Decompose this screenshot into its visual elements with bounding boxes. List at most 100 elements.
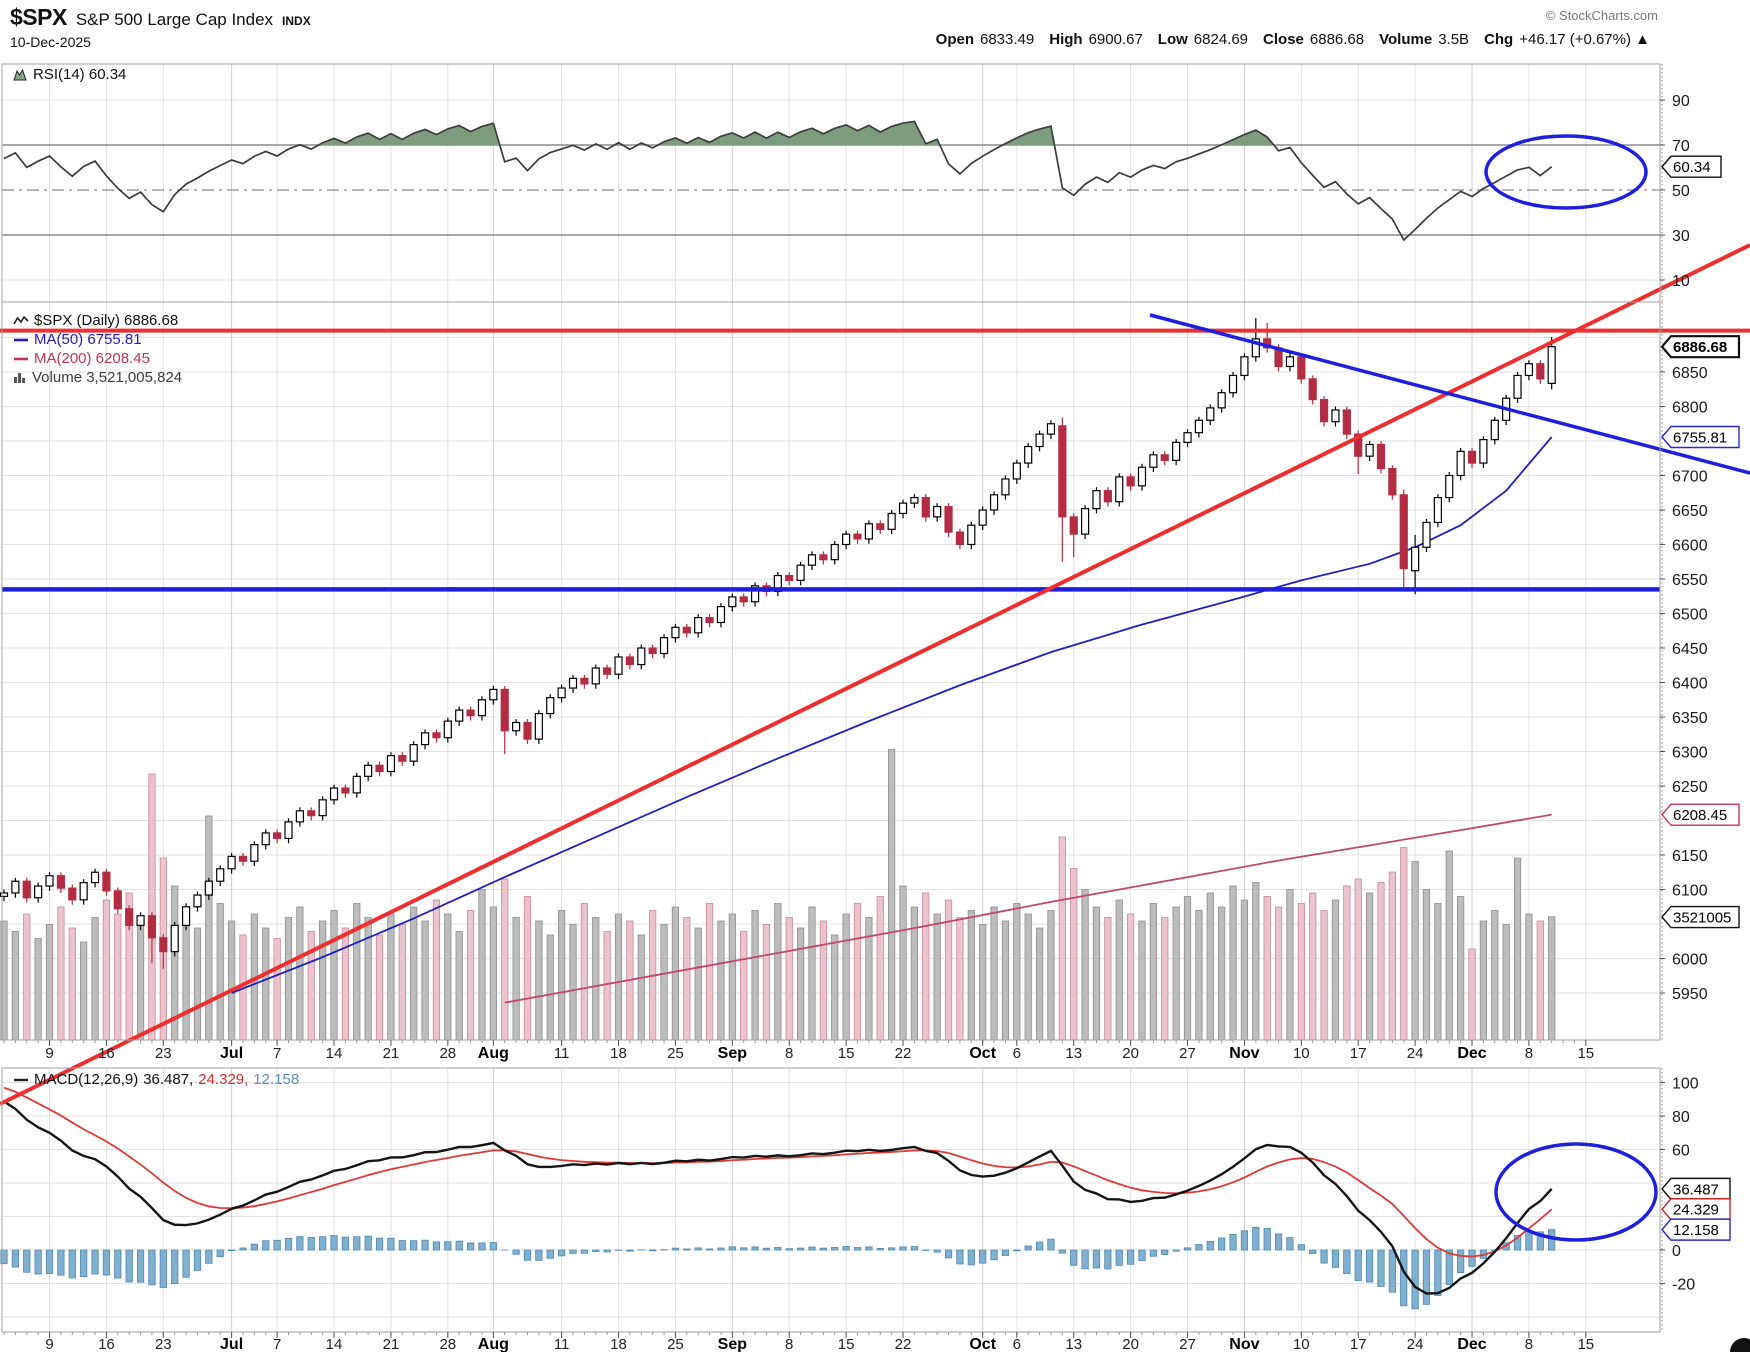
volume-bars xyxy=(0,749,1556,1041)
x-tick-label: 21 xyxy=(383,1045,400,1062)
macd-histogram-bar xyxy=(1127,1249,1135,1265)
volume-bar xyxy=(1035,927,1044,1041)
symbol-name: S&P 500 Large Cap Index xyxy=(75,10,274,29)
candle-body xyxy=(1183,432,1192,443)
candle-body xyxy=(705,617,714,624)
volume-bar xyxy=(375,934,384,1041)
price-axis-label: 6450 xyxy=(1672,641,1708,658)
macd-axis-label: 0 xyxy=(1672,1243,1681,1260)
volume-bar xyxy=(501,878,509,1041)
volume-bar xyxy=(1183,896,1192,1041)
x-tick-label: Aug xyxy=(478,1336,509,1352)
macd-histogram-bar xyxy=(353,1236,361,1251)
volume-bar xyxy=(1297,903,1305,1041)
macd-histogram-bar xyxy=(1536,1231,1544,1251)
macd-histogram-bar xyxy=(284,1238,293,1251)
macd-histogram-bar xyxy=(1001,1249,1010,1256)
quote-value: 3.5B xyxy=(1438,31,1470,48)
price-axis-label: 6850 xyxy=(1672,365,1708,382)
ma50-legend: MA(50) 6755.81 xyxy=(13,331,182,348)
volume-bar xyxy=(466,910,475,1041)
volume-bar xyxy=(1047,910,1055,1041)
macd-histogram-bar xyxy=(182,1249,190,1278)
volume-bar xyxy=(1240,899,1249,1041)
candle-body xyxy=(728,596,737,608)
chart-date: 10-Dec-2025 xyxy=(10,34,91,50)
macd-histogram-bar xyxy=(797,1247,805,1251)
candle-body xyxy=(898,502,908,515)
candle-body xyxy=(921,496,930,518)
macd-panel-border xyxy=(1,1067,1661,1333)
macd-axis-label: -20 xyxy=(1672,1277,1695,1294)
candle-body xyxy=(125,908,134,926)
volume-bar xyxy=(398,924,406,1041)
volume-bar xyxy=(1309,892,1317,1041)
axis-value-text: 6886.68 xyxy=(1673,339,1727,356)
macd-histogram-bar xyxy=(375,1237,384,1251)
macd-histogram-bar xyxy=(1388,1249,1396,1293)
x-tick-label: Sep xyxy=(718,1045,748,1062)
stockcharts-credit: © StockCharts.com xyxy=(1545,8,1658,23)
macd-histogram-bar xyxy=(1035,1241,1044,1251)
price-legend-block: $SPX (Daily) 6886.68 MA(50) 6755.81 MA(2… xyxy=(13,312,182,386)
downtrend-line xyxy=(1149,313,1750,475)
price-axis-label: 6600 xyxy=(1672,538,1708,555)
candle-body xyxy=(466,709,475,717)
x-tick-label: 11 xyxy=(554,1045,570,1062)
volume-bar xyxy=(45,924,54,1041)
candle-body xyxy=(967,524,976,546)
macd-histogram-bar xyxy=(933,1249,941,1253)
macd-histogram-bar xyxy=(455,1240,463,1251)
x-tick-label: 18 xyxy=(610,1336,627,1352)
x-tick-label: 23 xyxy=(155,1045,172,1062)
volume-bar xyxy=(205,815,213,1041)
candle-body xyxy=(614,656,623,675)
macd-histogram-bar xyxy=(1218,1237,1226,1251)
candle-body xyxy=(955,531,965,546)
price-axis-label: 6800 xyxy=(1672,400,1708,417)
x-tick-label: Dec xyxy=(1457,1045,1486,1062)
price-line-icon xyxy=(13,315,29,324)
volume-bar xyxy=(933,913,941,1041)
macd-histogram-bar xyxy=(341,1236,350,1251)
corner-dot xyxy=(1730,1338,1750,1352)
candle-body xyxy=(819,554,828,561)
candle-body xyxy=(1172,441,1181,461)
axis-value-text: 24.329 xyxy=(1673,1202,1719,1219)
volume-bar xyxy=(819,920,827,1041)
x-tick-label: 9 xyxy=(45,1045,53,1062)
spx-daily-legend-label: $SPX (Daily) 6886.68 xyxy=(34,312,179,329)
macd-histogram-bar xyxy=(478,1242,486,1251)
price-axis-label: 6300 xyxy=(1672,745,1708,762)
x-tick-label: 6 xyxy=(1013,1336,1021,1352)
macd-histogram-bar xyxy=(171,1249,179,1285)
macd-histogram-bar xyxy=(216,1249,224,1258)
ma200-line xyxy=(504,813,1552,1004)
macd-histogram-bar xyxy=(865,1246,873,1251)
rsi-axis-label: 10 xyxy=(1672,273,1690,290)
candle-body xyxy=(1228,374,1238,394)
macd-histogram-bar xyxy=(330,1235,338,1251)
quote-label: Open xyxy=(935,31,974,48)
volume-bar xyxy=(899,885,907,1041)
macd-histogram-bar xyxy=(1354,1249,1362,1281)
candle-body xyxy=(227,855,236,870)
candle-body xyxy=(694,617,703,634)
x-tick-label: 9 xyxy=(45,1336,53,1352)
volume-bar xyxy=(455,931,463,1041)
candle-body xyxy=(1456,450,1465,477)
x-tick-label: 23 xyxy=(155,1336,172,1352)
candle-body xyxy=(136,915,145,926)
candle-body xyxy=(45,875,54,887)
axis-value-box: 6208.45 xyxy=(1661,803,1740,826)
volume-bar xyxy=(1024,913,1032,1041)
volume-bar xyxy=(888,749,896,1041)
price-axis-label: 6700 xyxy=(1672,469,1708,486)
macd-histogram-bar xyxy=(740,1247,748,1251)
macd-histogram-bar xyxy=(319,1236,327,1251)
spx-daily-legend: $SPX (Daily) 6886.68 xyxy=(13,312,182,329)
candle-body xyxy=(1046,423,1056,435)
price-panel-border xyxy=(1,301,1661,1041)
macd-histogram-bar xyxy=(762,1247,771,1251)
quote-label: Chg xyxy=(1484,31,1514,48)
